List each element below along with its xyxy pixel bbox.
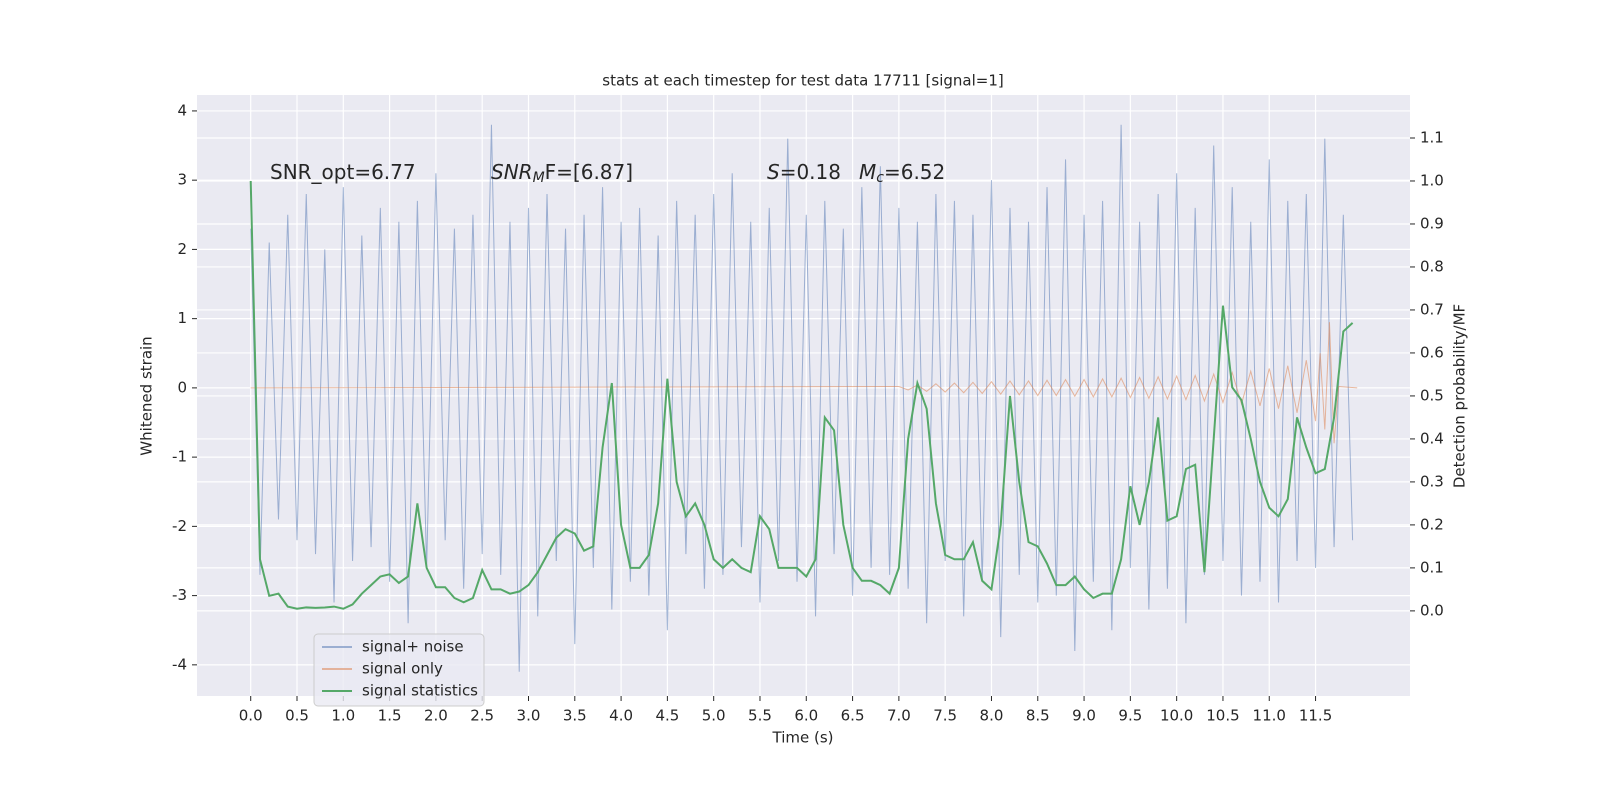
x-tick-label: 5.0 [702, 707, 726, 725]
y2-tick-label: 1.1 [1420, 128, 1444, 146]
y2-tick-label: 0.4 [1420, 429, 1444, 447]
y-tick-label: -4 [172, 655, 187, 673]
x-tick-label: 11.0 [1253, 707, 1286, 725]
y2-tick-label: 1.0 [1420, 171, 1444, 189]
x-tick-label: 8.0 [980, 707, 1004, 725]
x-tick-label: 3.0 [517, 707, 541, 725]
y-tick-label: 4 [177, 101, 187, 119]
annotation-part: M [859, 160, 876, 184]
y2-tick-label: 0.3 [1420, 472, 1444, 490]
x-tick-label: 3.5 [563, 707, 587, 725]
x-tick-label: 6.5 [841, 707, 865, 725]
annotation-part: SNR_opt=6.77 [270, 160, 416, 184]
y2-tick-label: 0.0 [1420, 601, 1444, 619]
legend-label: signal+ noise [362, 638, 464, 656]
y2-tick-label: 0.7 [1420, 300, 1444, 318]
y2-axis-label: Detection probability/MF [1451, 304, 1469, 488]
y-tick-label: -3 [172, 586, 187, 604]
annotation-part: SNR [491, 160, 533, 184]
y2-tick-label: 0.5 [1420, 386, 1444, 404]
y-axis-label: Whitened strain [138, 336, 156, 455]
x-tick-label: 11.5 [1299, 707, 1332, 725]
y2-tick-label: 0.1 [1420, 558, 1444, 576]
x-tick-label: 4.0 [609, 707, 633, 725]
chart-title: stats at each timestep for test data 177… [602, 72, 1003, 90]
x-axis-label: Time (s) [772, 729, 834, 747]
annotation: S=0.18 [767, 160, 841, 184]
y-tick-label: 2 [177, 240, 187, 258]
x-tick-label: 0.0 [239, 707, 263, 725]
series-line [250, 322, 1358, 444]
annotation-part: =0.18 [780, 160, 841, 184]
x-tick-label: 6.0 [794, 707, 818, 725]
x-tick-label: 2.0 [424, 707, 448, 725]
x-tick-label: 7.5 [933, 707, 957, 725]
x-tick-label: 9.5 [1118, 707, 1142, 725]
x-tick-label: 9.0 [1072, 707, 1096, 725]
series-line [249, 180, 1354, 610]
x-tick-label: 4.5 [655, 707, 679, 725]
annotation: SNRMF=[6.87] [491, 160, 633, 187]
y2-tick-label: 0.6 [1420, 343, 1444, 361]
y-tick-label: -2 [172, 517, 187, 535]
legend-label: signal statistics [362, 682, 478, 700]
y-tick-label: -1 [172, 448, 187, 466]
annotation-part: c [876, 170, 884, 186]
annotation: Mc=6.52 [859, 160, 945, 187]
x-tick-label: 2.5 [470, 707, 494, 725]
annotation-part: S [767, 160, 780, 184]
annotation-part: F=[6.87] [545, 160, 633, 184]
legend: signal+ noise signal only signal statistic… [313, 633, 485, 707]
x-tick-label: 10.0 [1160, 707, 1193, 725]
y2-tick-label: 0.9 [1420, 214, 1444, 232]
y2-tick-label: 0.2 [1420, 515, 1444, 533]
x-tick-label: 1.0 [331, 707, 355, 725]
x-tick-label: 10.5 [1206, 707, 1239, 725]
annotation-part: M [533, 170, 545, 186]
annotation-part: =6.52 [884, 160, 945, 184]
x-tick-label: 1.5 [378, 707, 402, 725]
y-tick-label: 1 [177, 309, 187, 327]
legend-box [313, 633, 485, 707]
x-tick-label: 7.0 [887, 707, 911, 725]
y-tick-label: 3 [177, 171, 187, 189]
x-tick-label: 0.5 [285, 707, 309, 725]
y2-tick-label: 0.8 [1420, 257, 1444, 275]
annotation: SNR_opt=6.77 [270, 160, 416, 184]
legend-label: signal only [362, 660, 443, 678]
y-tick-label: 0 [177, 378, 187, 396]
x-tick-label: 5.5 [748, 707, 772, 725]
x-tick-label: 8.5 [1026, 707, 1050, 725]
